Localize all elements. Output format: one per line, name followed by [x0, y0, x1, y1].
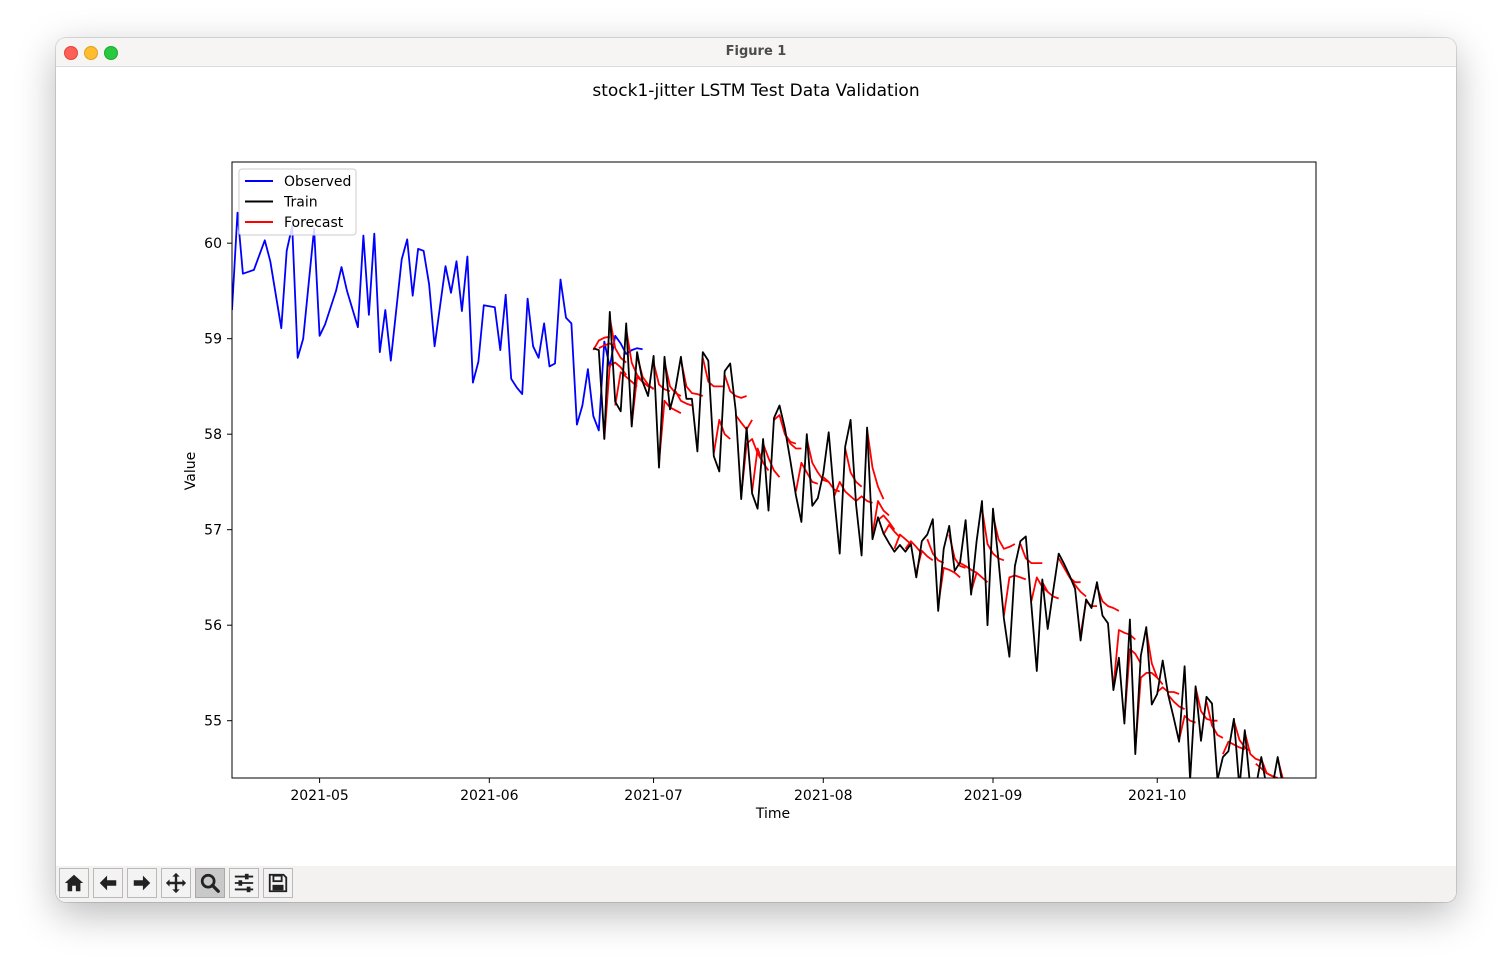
floppy-disk-icon [268, 873, 288, 893]
close-window-button[interactable] [64, 46, 78, 60]
forecast-segment-line [1019, 543, 1043, 565]
forecast-segment-line [680, 359, 704, 397]
x-tick-label: 2021-07 [624, 788, 683, 804]
legend-label: Forecast [284, 215, 344, 231]
forecast-segment-line [1222, 740, 1246, 755]
y-tick-label: 57 [204, 523, 222, 539]
move-icon [165, 872, 187, 894]
x-tick-label: 2021-06 [460, 788, 519, 804]
forecast-segment-line [937, 566, 961, 607]
configure-subplots-button[interactable] [229, 868, 259, 898]
observed-series-line [232, 211, 643, 432]
x-tick-label: 2021-10 [1128, 788, 1187, 804]
chart-title: stock1-jitter LSTM Test Data Validation [592, 81, 919, 101]
y-tick-label: 60 [204, 236, 222, 252]
forecast-segment-line [701, 357, 725, 388]
zoom-button[interactable] [195, 868, 225, 898]
forecast-segment-line [893, 533, 912, 550]
forecast-segment-line [1243, 731, 1262, 762]
x-axis-label: Time [755, 806, 790, 822]
minimize-window-button[interactable] [84, 46, 98, 60]
arrow-right-icon [133, 875, 151, 891]
forecast-segment-line [877, 514, 896, 531]
forecast-segment-line [784, 433, 802, 450]
y-tick-label: 59 [204, 332, 222, 348]
forecast-segment-line [723, 374, 747, 399]
forecast-segment-line [871, 500, 890, 535]
figure-canvas[interactable]: stock1-jitter LSTM Test Data Validation … [56, 67, 1456, 866]
zoom-window-button[interactable] [104, 46, 118, 60]
forecast-segment-line [795, 461, 819, 492]
plot-area [232, 211, 1284, 778]
y-tick-label: 56 [204, 618, 222, 634]
navigation-toolbar [56, 866, 1456, 902]
home-icon [64, 874, 84, 892]
forecast-segment-line [734, 414, 753, 431]
y-axis: 55 56 57 58 59 60 [204, 236, 232, 730]
x-tick-label: 2021-09 [964, 788, 1023, 804]
x-tick-label: 2021-08 [794, 788, 853, 804]
figure-window: Figure 1 stock1-jitter LSTM Test Data Va… [56, 38, 1456, 902]
x-axis: 2021-05 2021-06 2021-07 2021-08 2021-09 2021-… [290, 778, 1186, 804]
legend-label: Observed [284, 174, 351, 190]
forecast-segment-line [882, 523, 901, 538]
back-button[interactable] [93, 868, 123, 898]
forecast-segment-line [1041, 581, 1060, 600]
forecast-segment-line [992, 515, 1016, 550]
forecast-segment-line [1112, 629, 1136, 688]
pan-button[interactable] [161, 868, 191, 898]
forecast-segment-line [1030, 576, 1049, 602]
forecast-segment-line [1233, 720, 1251, 753]
forecast-segment-line [981, 508, 1005, 562]
legend: Observed Train Forecast [238, 168, 357, 236]
forecast-segment-line [592, 335, 610, 351]
forward-button[interactable] [127, 868, 157, 898]
forecast-segment-line [674, 390, 693, 407]
forecast-segment-line [904, 540, 923, 555]
forecast-segment-line [1096, 586, 1120, 612]
sliders-icon [234, 873, 254, 893]
forecast-segment-line [805, 438, 829, 483]
home-button[interactable] [59, 868, 89, 898]
y-tick-label: 58 [204, 427, 222, 443]
y-axis-label: Value [183, 452, 199, 490]
y-tick-label: 55 [204, 714, 222, 730]
title-bar[interactable]: Figure 1 [56, 38, 1456, 67]
window-title: Figure 1 [725, 44, 787, 59]
arrow-left-icon [99, 875, 117, 891]
legend-label: Train [283, 195, 318, 211]
save-button[interactable] [263, 868, 293, 898]
x-tick-label: 2021-05 [290, 788, 349, 804]
legend-box [238, 168, 357, 236]
train-series-line [593, 310, 1283, 778]
forecast-segment-line [833, 480, 857, 502]
axes-frame [231, 161, 1317, 779]
forecast-segment-line [844, 448, 863, 488]
forecast-segment-line [866, 429, 885, 500]
forecast-segment-line [614, 371, 638, 406]
magnifier-icon [200, 873, 220, 893]
chart[interactable]: stock1-jitter LSTM Test Data Validation … [56, 67, 1456, 866]
